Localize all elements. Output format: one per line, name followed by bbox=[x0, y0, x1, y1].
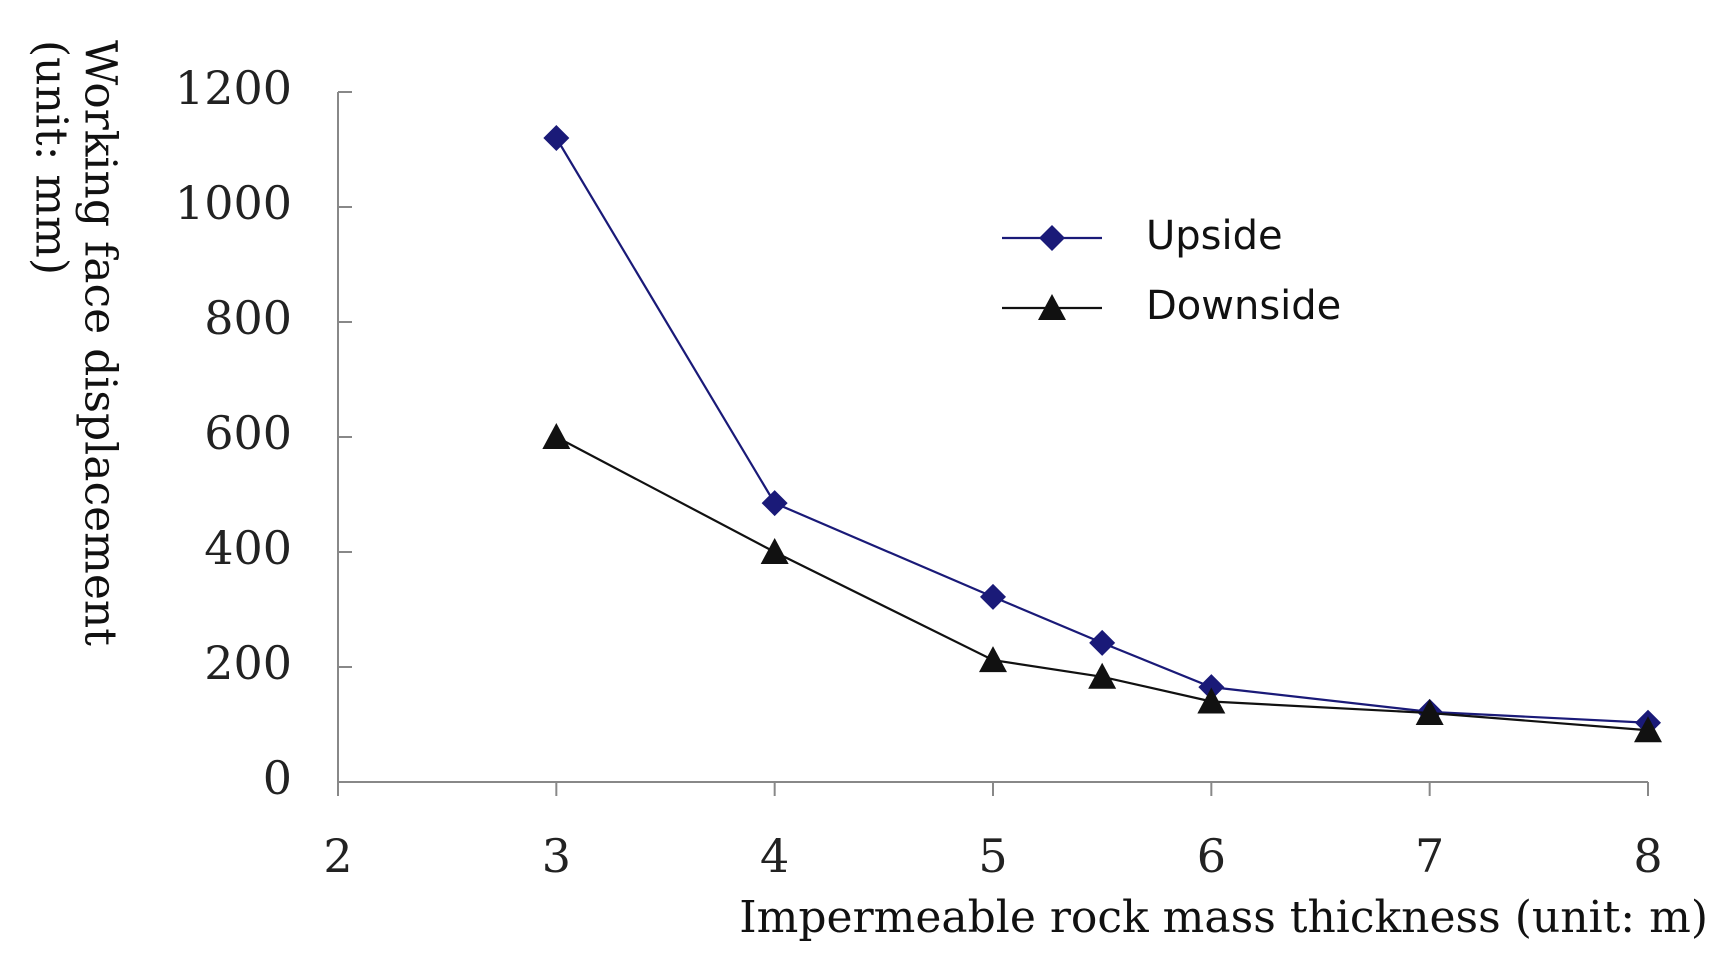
data-point-upside bbox=[980, 583, 1006, 610]
y-tick-label: 1000 bbox=[175, 176, 292, 230]
y-axis-unit: (unit: mm) bbox=[26, 40, 77, 275]
series-layer bbox=[542, 125, 1662, 743]
data-point-downside bbox=[1415, 699, 1444, 725]
x-tick-label: 4 bbox=[760, 829, 789, 883]
x-tick-label: 3 bbox=[542, 829, 571, 883]
x-tick-label: 5 bbox=[978, 829, 1007, 883]
data-point-downside bbox=[979, 646, 1007, 673]
y-axis-title: Working face displacement bbox=[75, 40, 126, 646]
y-tick-label: 200 bbox=[204, 636, 292, 690]
data-point-downside bbox=[1197, 687, 1226, 714]
legend-label: Downside bbox=[1146, 283, 1341, 329]
data-point-downside bbox=[1088, 662, 1117, 689]
y-tick-label: 800 bbox=[204, 291, 292, 345]
series-downside bbox=[542, 423, 1662, 743]
x-tick-label: 6 bbox=[1197, 829, 1226, 883]
data-point-downside bbox=[760, 538, 789, 564]
data-point-downside bbox=[1634, 716, 1662, 743]
x-axis-title: Impermeable rock mass thickness (unit: m… bbox=[739, 892, 1708, 943]
legend-marker-diamond bbox=[1039, 225, 1065, 251]
x-tick-label: 8 bbox=[1633, 829, 1662, 883]
y-tick-label: 0 bbox=[263, 751, 292, 805]
legend-marker-triangle bbox=[1038, 294, 1066, 320]
legend: Upside Downside bbox=[1002, 213, 1341, 329]
x-axis-ticks: 2 3 4 5 6 7 8 bbox=[323, 782, 1663, 883]
legend-item-upside: Upside bbox=[1002, 213, 1283, 259]
x-tick-label: 2 bbox=[323, 829, 352, 883]
y-tick-label: 400 bbox=[204, 521, 292, 575]
data-point-upside bbox=[761, 490, 788, 517]
data-point-upside bbox=[1089, 629, 1116, 656]
data-point-downside bbox=[542, 423, 571, 449]
y-axis-ticks: 0 200 400 600 800 1000 1200 bbox=[175, 61, 352, 805]
legend-label: Upside bbox=[1146, 213, 1283, 259]
legend-item-downside: Downside bbox=[1002, 283, 1341, 329]
data-point-upside bbox=[1198, 674, 1225, 701]
x-tick-label: 7 bbox=[1415, 829, 1444, 883]
axes bbox=[337, 92, 1648, 783]
y-tick-label: 600 bbox=[204, 406, 292, 460]
data-point-upside bbox=[543, 125, 570, 151]
y-tick-label: 1200 bbox=[175, 61, 292, 115]
series-upside bbox=[543, 125, 1661, 736]
